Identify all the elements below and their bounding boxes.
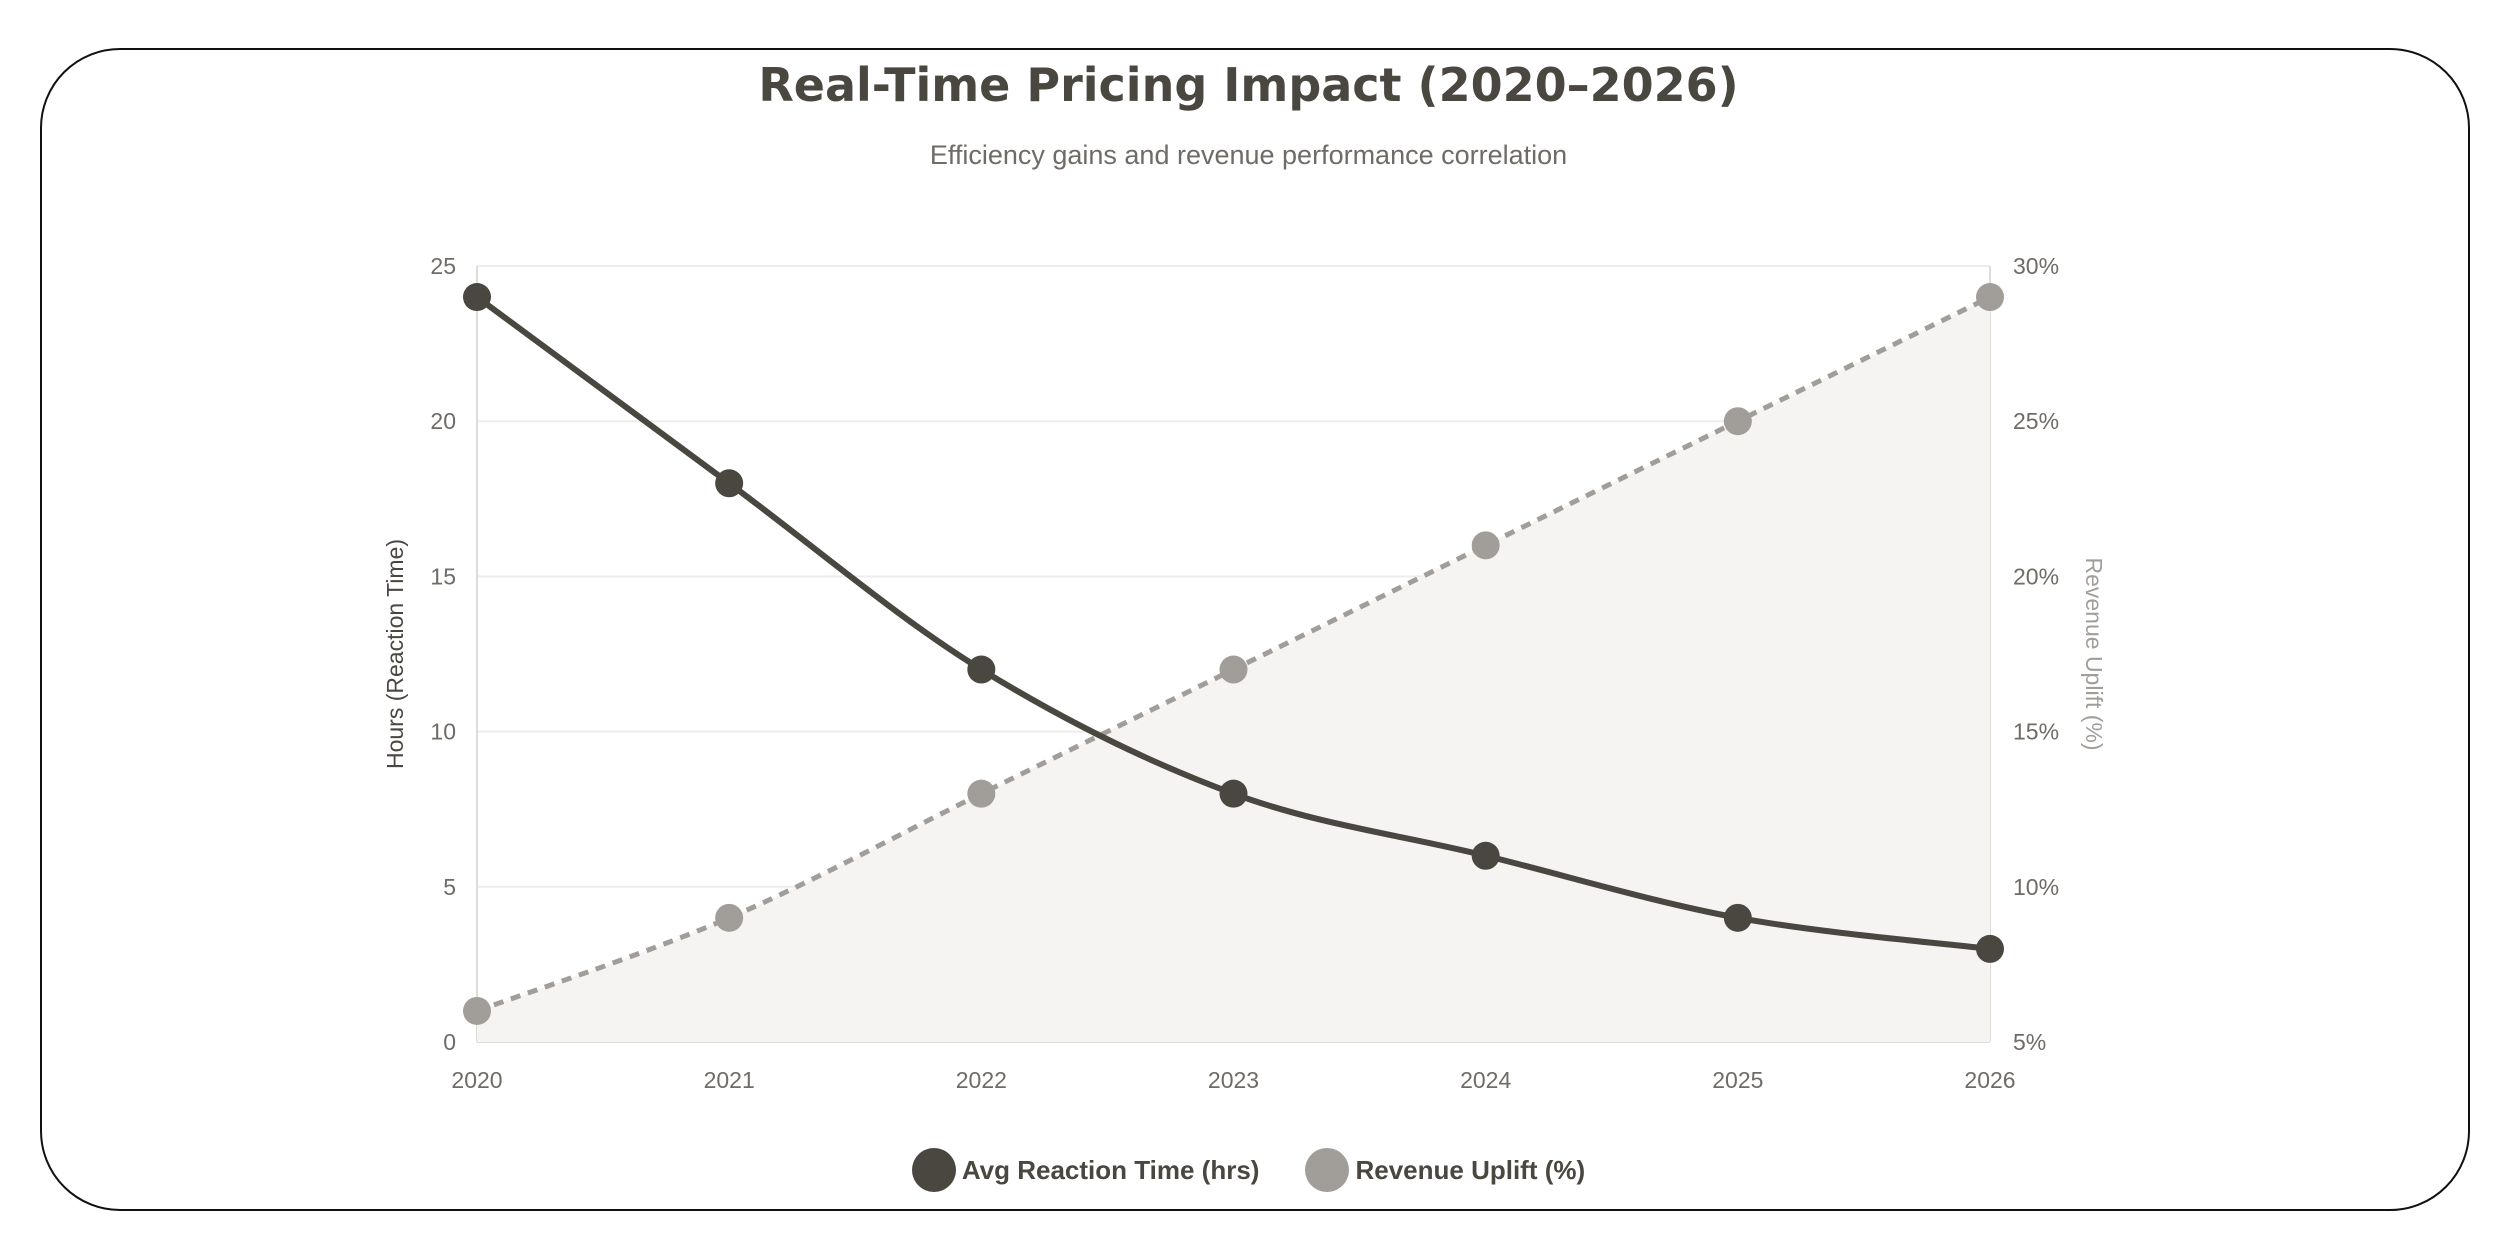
x-tick-label: 2026 bbox=[1964, 1067, 2015, 1093]
y-left-tick-label: 25 bbox=[430, 253, 456, 279]
chart-subtitle: Efficiency gains and revenue performance… bbox=[929, 140, 1568, 170]
y-left-tick-label: 5 bbox=[443, 874, 456, 900]
y-axis-left-label: Hours (Reaction Time) bbox=[382, 539, 408, 769]
x-tick-label: 2020 bbox=[451, 1067, 502, 1093]
legend-swatch-icon bbox=[911, 1148, 956, 1192]
x-tick-label: 2025 bbox=[1712, 1067, 1763, 1093]
x-tick-label: 2022 bbox=[956, 1067, 1007, 1093]
legend-item-revenue-uplift[interactable]: Revenue Uplift (%) bbox=[1305, 1148, 1585, 1192]
reaction-time-point bbox=[715, 469, 744, 498]
chart-title: Real-Time Pricing Impact (2020–2026) bbox=[758, 58, 1739, 112]
revenue-uplift-point bbox=[1723, 407, 1752, 436]
y-axis-right-label: Revenue Uplift (%) bbox=[2081, 557, 2107, 750]
reaction-time-point bbox=[1471, 841, 1500, 870]
revenue-uplift-point bbox=[715, 903, 744, 932]
legend-label: Avg Reaction Time (hrs) bbox=[961, 1154, 1260, 1185]
y-left-tick-label: 10 bbox=[430, 719, 456, 745]
y-right-tick-label: 25% bbox=[2013, 408, 2059, 434]
y-right-tick-label: 30% bbox=[2013, 253, 2059, 279]
y-right-tick-label: 20% bbox=[2013, 563, 2059, 589]
y-left-tick-label: 20 bbox=[430, 408, 456, 434]
x-tick-label: 2023 bbox=[1208, 1067, 1259, 1093]
revenue-uplift-point bbox=[1219, 655, 1248, 684]
revenue-uplift-point bbox=[967, 779, 996, 808]
legend: Avg Reaction Time (hrs) Revenue Uplift (… bbox=[0, 1148, 2497, 1192]
y-right-tick-label: 10% bbox=[2013, 874, 2059, 900]
revenue-uplift-point bbox=[1976, 283, 2004, 312]
revenue-uplift-point bbox=[463, 996, 491, 1025]
reaction-time-point bbox=[463, 283, 491, 312]
x-tick-label: 2021 bbox=[704, 1067, 755, 1093]
reaction-time-point bbox=[1723, 903, 1752, 932]
y-left-tick-label: 15 bbox=[430, 563, 456, 589]
legend-swatch-icon bbox=[1305, 1148, 1350, 1192]
x-tick-label: 2024 bbox=[1460, 1067, 1511, 1093]
reaction-time-point bbox=[1219, 779, 1248, 808]
legend-label: Revenue Uplift (%) bbox=[1355, 1154, 1586, 1185]
reaction-time-point bbox=[1976, 934, 2004, 963]
y-left-tick-label: 0 bbox=[443, 1029, 456, 1055]
y-right-tick-label: 15% bbox=[2013, 719, 2059, 745]
legend-item-reaction-time[interactable]: Avg Reaction Time (hrs) bbox=[911, 1148, 1260, 1192]
y-right-tick-label: 5% bbox=[2013, 1029, 2046, 1055]
revenue-uplift-point bbox=[1471, 531, 1500, 560]
reaction-time-point bbox=[967, 655, 996, 684]
